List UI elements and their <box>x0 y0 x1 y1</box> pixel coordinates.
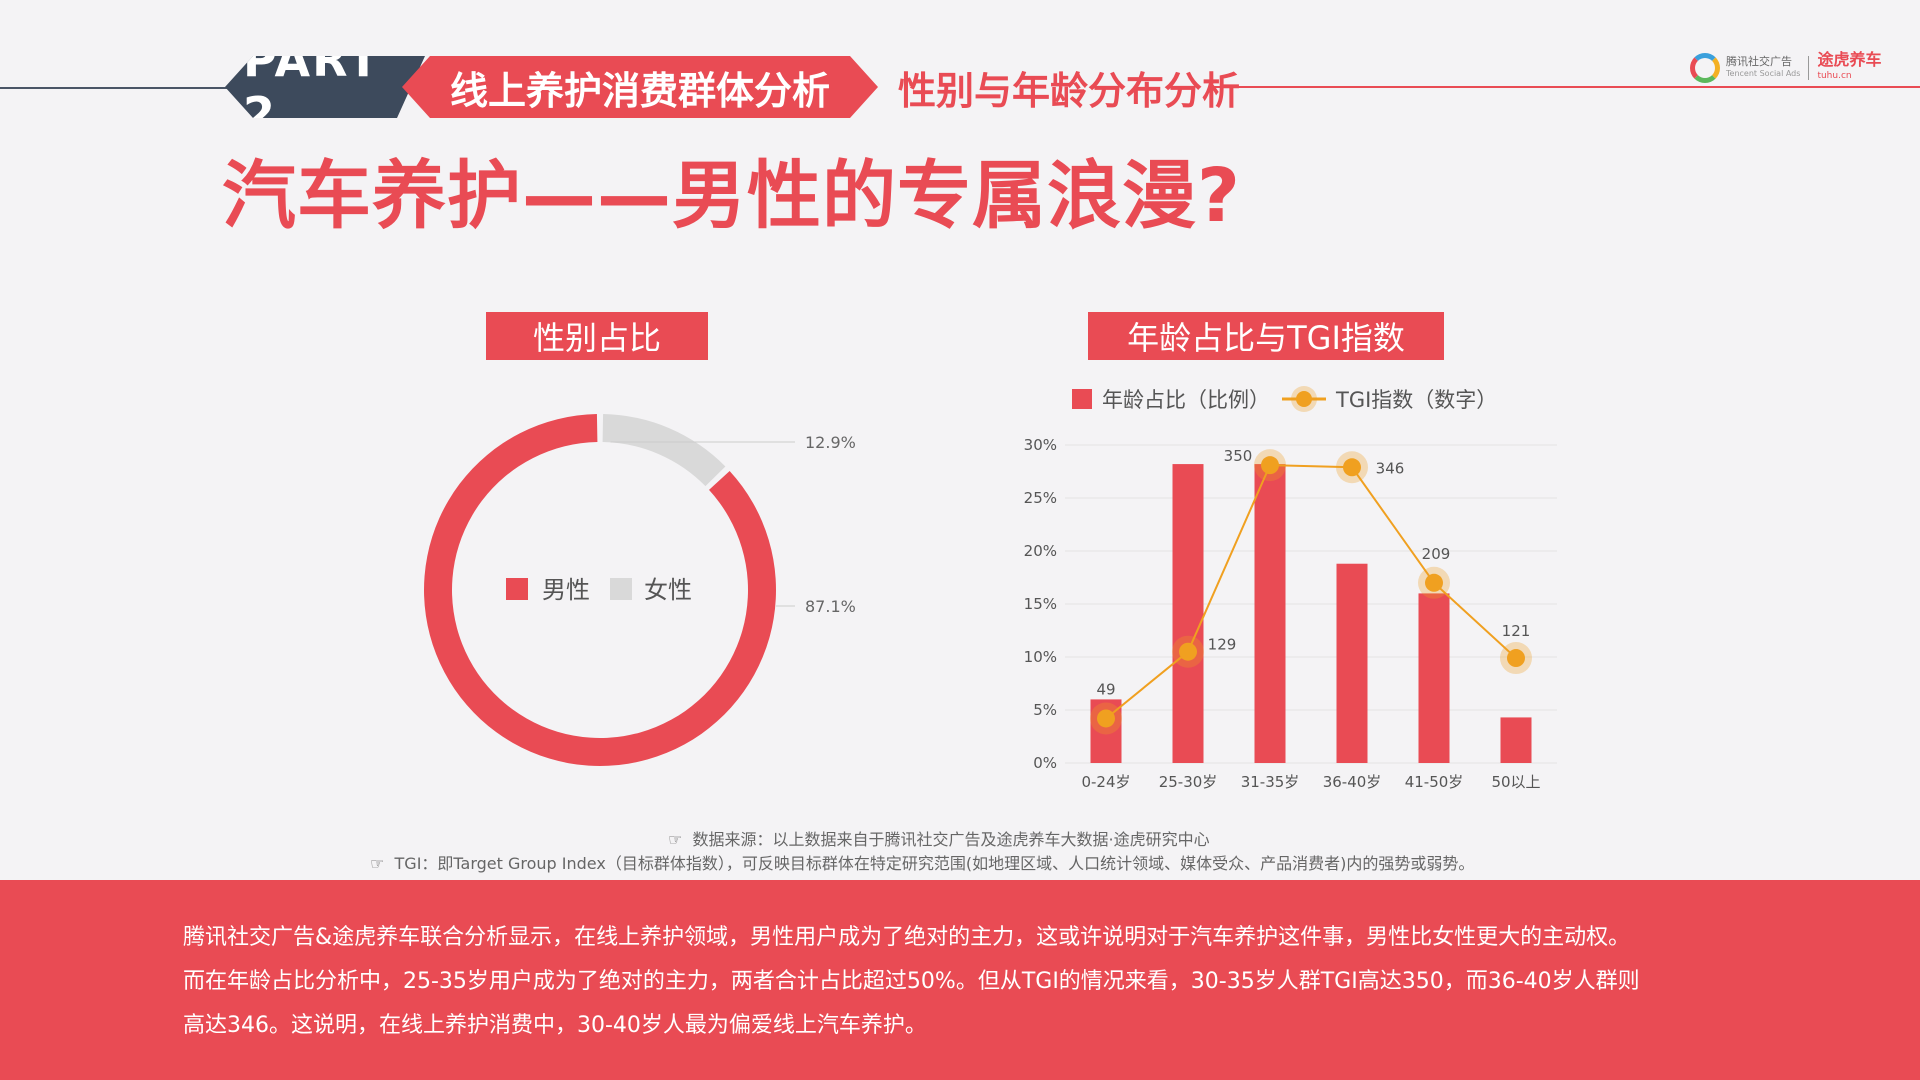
tgi-value-label: 121 <box>1502 622 1531 640</box>
header-line-left <box>0 87 230 89</box>
age-tgi-chart: 年龄占比（比例） TGI指数（数字） 30% 25% 20% 15% 10% 5% 0% 4… <box>1024 386 1557 791</box>
summary-text: 腾讯社交广告&途虎养车联合分析显示，在线上养护领域，男性用户成为了绝对的主力，这… <box>183 916 1743 1048</box>
tencent-logo-icon <box>1690 53 1720 83</box>
tgi-marker <box>1179 642 1197 661</box>
legend-female-swatch <box>610 578 632 600</box>
tgi-marker <box>1507 649 1525 668</box>
age-bar <box>1254 464 1286 763</box>
y-tick-label: 10% <box>1024 648 1057 666</box>
tencent-logo-text: 腾讯社交广告 Tencent Social Ads <box>1726 56 1800 80</box>
tencent-logo-en: Tencent Social Ads <box>1726 69 1801 78</box>
age-bar <box>1172 464 1204 763</box>
tgi-marker <box>1425 573 1443 592</box>
x-tick-label: 50以上 <box>1491 773 1540 791</box>
gender-chart-title: 性别占比 <box>486 312 708 360</box>
tgi-line <box>1105 464 1517 720</box>
section-subtitle: 性别与年龄分布分析 <box>898 68 1241 113</box>
tgi-definition-text: TGI：即Target Group Index（目标群体指数），可反映目标群体在… <box>394 854 1475 873</box>
legend-age-swatch <box>1072 389 1092 409</box>
age-bar <box>1418 593 1450 763</box>
tgi-marker <box>1343 458 1361 477</box>
tencent-logo-cn: 腾讯社交广告 <box>1726 55 1792 68</box>
legend-male-label: 男性 <box>542 576 590 604</box>
y-tick-label: 0% <box>1033 754 1057 772</box>
tgi-value-label: 209 <box>1422 545 1451 563</box>
tgi-marker <box>1261 456 1279 475</box>
section-badge: 线上养护消费群体分析 <box>402 56 878 118</box>
header-line-right <box>1210 86 1920 88</box>
age-chart-title: 年龄占比与TGI指数 <box>1088 312 1444 360</box>
logo-group: 腾讯社交广告 Tencent Social Ads 途虎养车 tuhu.cn <box>1690 48 1890 88</box>
y-tick-label: 25% <box>1024 489 1057 507</box>
legend-tgi-marker <box>1296 391 1312 407</box>
tgi-value-label: 346 <box>1376 459 1405 477</box>
hand-pointer-icon: ☞ <box>668 830 683 849</box>
tgi-value-label: 49 <box>1096 680 1115 698</box>
page-title: 汽车养护——男性的专属浪漫? <box>222 153 1241 239</box>
y-tick-label: 30% <box>1024 436 1057 454</box>
legend-tgi-label: TGI指数（数字） <box>1335 388 1497 412</box>
x-tick-label: 36-40岁 <box>1323 773 1382 791</box>
x-tick-label: 25-30岁 <box>1159 773 1218 791</box>
tgi-value-label: 129 <box>1208 636 1237 654</box>
gender-donut-chart: 12.9% 87.1% 男性 女性 <box>424 414 856 766</box>
legend-male-swatch <box>506 578 528 600</box>
donut-label-female: 12.9% <box>805 433 856 452</box>
y-tick-label: 20% <box>1024 542 1057 560</box>
tuhu-logo-name: 途虎养车 <box>1817 50 1882 69</box>
part-badge: PART 2 <box>225 56 425 118</box>
tgi-value-label: 350 <box>1224 447 1253 465</box>
logo-divider <box>1808 56 1810 80</box>
summary-panel <box>0 880 1920 1080</box>
tgi-marker <box>1097 709 1115 728</box>
x-tick-label: 31-35岁 <box>1241 773 1300 791</box>
donut-slice-female <box>602 414 726 487</box>
summary-line: 而在年龄占比分析中，25-35岁用户成为了绝对的主力，两者合计占比超过50%。但… <box>183 969 1640 994</box>
summary-line: 腾讯社交广告&途虎养车联合分析显示，在线上养护领域，男性用户成为了绝对的主力，这… <box>183 925 1631 950</box>
donut-label-male: 87.1% <box>805 597 856 616</box>
data-source-text: 数据来源：以上数据来自于腾讯社交广告及途虎养车大数据·途虎研究中心 <box>692 830 1210 849</box>
tuhu-logo-url: tuhu.cn <box>1817 71 1852 81</box>
legend-age-label: 年龄占比（比例） <box>1102 388 1270 412</box>
summary-line: 高达346。这说明，在线上养护消费中，30-40岁人最为偏爱线上汽车养护。 <box>183 1013 927 1038</box>
age-bar <box>1500 717 1532 763</box>
y-tick-label: 5% <box>1033 701 1057 719</box>
x-tick-label: 0-24岁 <box>1081 773 1130 791</box>
y-tick-label: 15% <box>1024 595 1057 613</box>
data-source-note: ☞ 数据来源：以上数据来自于腾讯社交广告及途虎养车大数据·途虎研究中心 <box>668 826 1210 850</box>
legend-female-label: 女性 <box>644 576 692 604</box>
hand-pointer-icon: ☞ <box>370 854 385 873</box>
tgi-definition-note: ☞ TGI：即Target Group Index（目标群体指数），可反映目标群… <box>370 850 1474 874</box>
x-tick-label: 41-50岁 <box>1405 773 1464 791</box>
tuhu-logo: 途虎养车 tuhu.cn <box>1817 52 1881 84</box>
age-bar <box>1336 563 1368 763</box>
